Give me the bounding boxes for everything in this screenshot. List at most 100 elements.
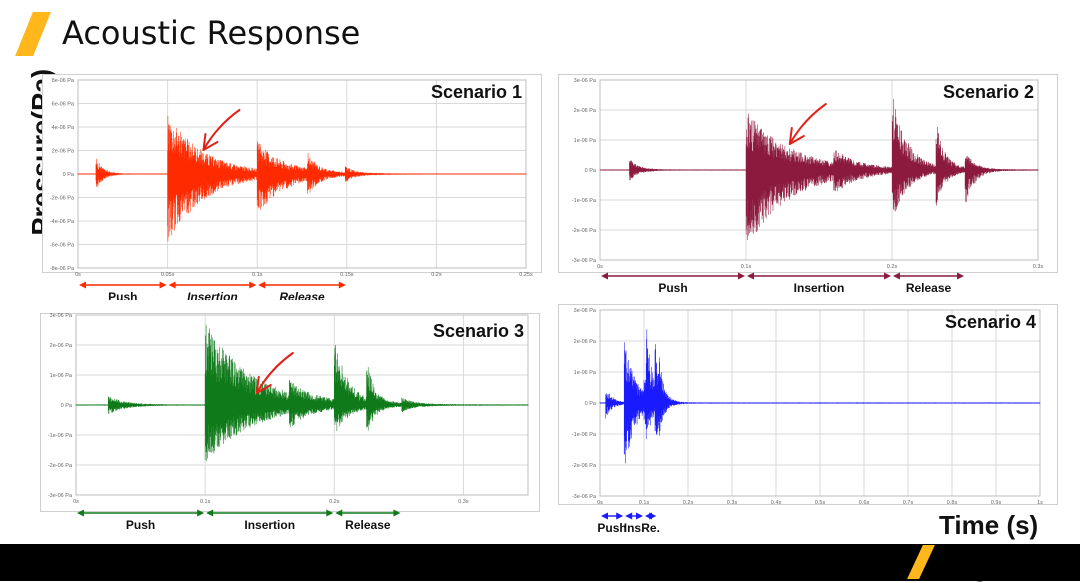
phase-arrow-right xyxy=(636,512,643,520)
y-tick-label: 6e-06 Pa xyxy=(52,102,75,108)
phase-arrow-left xyxy=(206,509,214,517)
annotation-arrowhead xyxy=(202,133,219,151)
x-tick-label: 0s xyxy=(75,272,81,278)
phase-arrow-left xyxy=(625,512,633,520)
phase-label: Re. xyxy=(641,521,660,532)
y-tick-label: -4e-06 Pa xyxy=(50,219,75,225)
logo-text: nsys xyxy=(933,540,1016,582)
x-tick-label: 0.7s xyxy=(903,500,914,506)
phase-arrow-left xyxy=(747,272,754,280)
y-tick-label: -1e-06 Pa xyxy=(48,433,73,439)
chart-title: Scenario 3 xyxy=(433,321,524,341)
y-tick-label: -3e-06 Pa xyxy=(48,493,73,499)
phase-label: Push xyxy=(126,518,155,532)
y-tick-label: -3e-06 Pa xyxy=(572,258,597,264)
annotation-arrow xyxy=(202,109,241,151)
x-tick-label: 0s xyxy=(597,500,603,506)
y-tick-label: -3e-06 Pa xyxy=(572,494,597,500)
x-tick-label: 0.6s xyxy=(859,500,870,506)
x-tick-label: 0.05s xyxy=(161,272,175,278)
phase-arrow-right xyxy=(616,512,624,520)
y-tick-label: -2e-06 Pa xyxy=(572,463,597,469)
phase-arrow-left xyxy=(601,512,608,520)
waveform-series xyxy=(77,115,527,242)
y-tick-label: -1e-06 Pa xyxy=(572,432,597,438)
y-tick-label: 1e-06 Pa xyxy=(574,138,597,144)
y-tick-label: 2e-06 Pa xyxy=(52,149,75,155)
phase-arrow-left xyxy=(168,281,176,289)
x-tick-label: 0.2s xyxy=(887,264,898,270)
ansys-logo: nsys xyxy=(907,540,1016,582)
phase-arrow-right xyxy=(957,272,964,280)
y-tick-label: 1e-06 Pa xyxy=(50,373,73,379)
phase-arrow-left xyxy=(79,281,86,289)
y-tick-label: -2e-06 Pa xyxy=(572,228,597,234)
x-tick-label: 0.15s xyxy=(340,272,354,278)
x-tick-label: 0.3s xyxy=(458,499,469,505)
phase-label: Insertion xyxy=(244,518,295,532)
annotation-arrow xyxy=(788,103,827,145)
waveform-series xyxy=(75,324,529,462)
phase-arrow-left xyxy=(601,272,608,280)
x-tick-label: 0s xyxy=(597,264,603,270)
phase-arrow-left xyxy=(893,272,900,280)
phase-arrow-left xyxy=(258,281,266,289)
phase-arrow-right xyxy=(159,281,167,289)
y-tick-label: 0 Pa xyxy=(63,172,75,178)
phase-label: Push xyxy=(658,281,687,295)
chart-scenario-4: 3e-06 Pa 2e-06 Pa 1e-06 Pa 0 Pa -1e-06 Pa -2e… xyxy=(558,304,1058,532)
y-tick-label: 0 Pa xyxy=(585,401,597,407)
y-tick-label: -6e-06 Pa xyxy=(50,243,75,249)
phase-label: Push xyxy=(597,521,626,532)
phase-arrow-right xyxy=(326,509,334,517)
y-tick-label: 3e-06 Pa xyxy=(50,313,73,319)
x-tick-label: 0.3s xyxy=(1033,264,1044,270)
y-tick-label: -8e-06 Pa xyxy=(50,266,75,272)
phase-arrow-right xyxy=(649,512,657,520)
chart-scenario-3: 3e-06 Pa 2e-06 Pa 1e-06 Pa 0 Pa -1e-06 Pa -2e… xyxy=(40,313,540,532)
phase-label: Ins. xyxy=(624,521,645,532)
chart-title: Scenario 1 xyxy=(431,82,522,102)
annotation-arrow xyxy=(255,352,294,394)
x-tick-label: 1s xyxy=(1037,500,1043,506)
y-tick-label: 3e-06 Pa xyxy=(574,78,597,84)
y-tick-label: 0 Pa xyxy=(61,403,73,409)
waveform-series xyxy=(599,329,1041,464)
y-tick-label: 2e-06 Pa xyxy=(574,108,597,114)
x-axis-label: Time (s) xyxy=(939,510,1039,540)
phase-label: Push xyxy=(108,290,137,300)
page-title: Acoustic Response xyxy=(62,14,361,52)
phase-label: Release xyxy=(906,281,952,295)
x-tick-label: 0.1s xyxy=(741,264,752,270)
phase-label: Insertion xyxy=(187,290,238,300)
x-tick-label: 0.1s xyxy=(200,499,211,505)
phase-arrow-left xyxy=(77,509,84,517)
y-tick-label: 2e-06 Pa xyxy=(50,343,73,349)
x-tick-label: 0.4s xyxy=(771,500,782,506)
y-tick-label: -2e-06 Pa xyxy=(48,463,73,469)
chart-title: Scenario 2 xyxy=(943,82,1034,102)
chart-scenario-2: 3e-06 Pa 2e-06 Pa 1e-06 Pa 0 Pa -1e-06 Pa -2e… xyxy=(558,74,1058,295)
phase-arrow-right xyxy=(197,509,205,517)
title-accent-bar xyxy=(15,12,51,56)
phase-label: Release xyxy=(345,518,391,532)
y-tick-label: 0 Pa xyxy=(585,168,597,174)
phase-arrow-right xyxy=(738,272,745,280)
x-tick-label: 0.2s xyxy=(431,272,442,278)
y-tick-label: 1e-06 Pa xyxy=(574,370,597,376)
y-tick-label: -2e-06 Pa xyxy=(50,196,75,202)
x-tick-label: 0.1s xyxy=(252,272,263,278)
phase-label: Release xyxy=(279,290,325,300)
y-tick-label: 3e-06 Pa xyxy=(574,308,597,314)
x-tick-label: 0.2s xyxy=(683,500,694,506)
phase-arrow-left xyxy=(335,509,343,517)
x-tick-label: 0.3s xyxy=(727,500,738,506)
phase-arrow-right xyxy=(393,509,401,517)
x-tick-label: 0.2s xyxy=(329,499,340,505)
annotation-arrowhead xyxy=(788,127,805,145)
chart-scenario-1: 8e-06 Pa 6e-06 Pa 4e-06 Pa 2e-06 Pa 0 Pa -2e-… xyxy=(42,74,542,300)
y-tick-label: -1e-06 Pa xyxy=(572,198,597,204)
y-tick-label: 4e-06 Pa xyxy=(52,125,75,131)
phase-arrow-right xyxy=(338,281,346,289)
chart-title: Scenario 4 xyxy=(945,312,1036,332)
